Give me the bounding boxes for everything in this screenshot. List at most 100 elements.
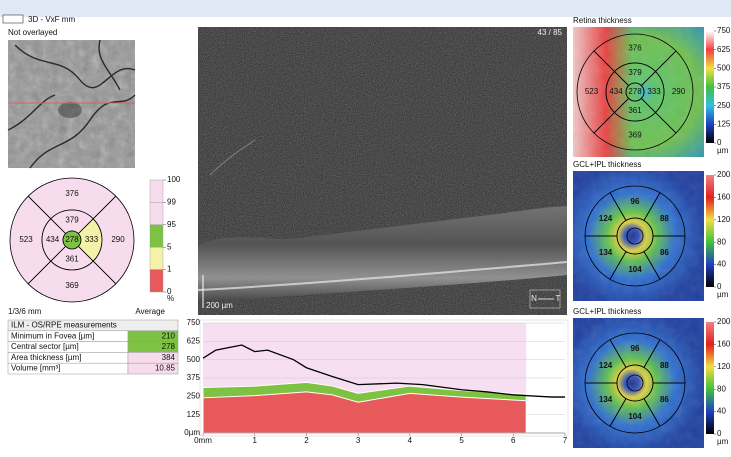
sector-value: 134 (599, 395, 613, 404)
slice-label: 43 / 85 (538, 28, 563, 37)
map-title: GCL+IPL thickness (573, 307, 641, 316)
sector (609, 398, 661, 434)
grid-label: 1/3/6 mm (8, 307, 42, 316)
scale-tick-label: 95 (167, 220, 176, 229)
colorbar-label: 625 (717, 45, 731, 54)
scale-segment (149, 269, 164, 293)
sector-value: 88 (660, 361, 669, 370)
sector-value: 523 (19, 235, 33, 244)
sector (584, 339, 627, 384)
colorbar (706, 175, 714, 287)
x-tick-label: 1 (252, 436, 257, 445)
y-tick-label: 375 (187, 373, 201, 382)
colorbar-label: 125 (717, 119, 731, 128)
table-value: 210 (162, 331, 176, 340)
colorbar (706, 31, 714, 143)
sector-value: 376 (65, 189, 79, 198)
sector-value: 88 (660, 214, 669, 223)
scale-label: 200 µm (206, 301, 233, 310)
y-tick-label: 250 (187, 391, 201, 400)
table-label: Central sector [µm] (11, 342, 79, 351)
colorbar-label: 40 (717, 260, 726, 269)
sector (584, 235, 627, 280)
scale-tick-label: 5 (167, 242, 172, 251)
colorbar-label: 160 (717, 340, 731, 349)
temporal-label: T (556, 294, 561, 303)
sector-value: 278 (628, 87, 642, 96)
sector-value: 434 (609, 87, 623, 96)
table-value: 384 (162, 353, 176, 362)
colorbar-label: 200 (717, 170, 731, 179)
sector-value: 361 (65, 255, 79, 264)
sector-value: 104 (628, 412, 642, 421)
toolbar (0, 0, 731, 17)
oct-bscan (197, 27, 568, 315)
scale-segment (149, 179, 164, 203)
sector-value: 278 (65, 235, 79, 244)
sector-value: 134 (599, 248, 613, 257)
scale-segment (149, 224, 164, 248)
colorbar-unit: µm (717, 290, 729, 299)
sector-value: 369 (628, 131, 642, 140)
fovea-ring (626, 374, 644, 392)
scale-tick-label: 99 (167, 198, 176, 207)
y-tick-label: 500 (187, 355, 201, 364)
colorbar-label: 250 (717, 101, 731, 110)
sector-value: 86 (660, 248, 669, 257)
table-value: 278 (162, 342, 176, 351)
sector-value: 434 (46, 235, 60, 244)
sector-value: 290 (672, 87, 686, 96)
y-tick-label: 0µm (184, 428, 200, 437)
y-tick-label: 750 (187, 318, 201, 327)
scale-tick-label: 0 (167, 287, 172, 296)
fovea-ring (626, 227, 644, 245)
overlay-label: Not overlayed (8, 28, 57, 37)
map-texture (573, 27, 704, 157)
sector-value: 86 (660, 395, 669, 404)
sector (609, 251, 661, 287)
sector-value: 290 (111, 235, 125, 244)
sector-value: 376 (628, 44, 642, 53)
colorbar-label: 750 (717, 26, 731, 35)
table-label: Area thickness [µm] (11, 353, 81, 362)
fundus-image (7, 39, 136, 169)
sector (593, 111, 677, 151)
sector-value: 96 (631, 197, 640, 206)
sector (584, 382, 627, 427)
sector-value: 379 (65, 216, 79, 225)
x-tick-label: 6 (511, 436, 516, 445)
sector-value: 124 (599, 361, 613, 370)
x-tick-label: 7 (563, 436, 568, 445)
colorbar-label: 0 (717, 138, 722, 147)
x-tick-label: 4 (408, 436, 413, 445)
colorbar-label: 0 (717, 282, 722, 291)
summary-label: Average (135, 307, 165, 316)
sector-value: 104 (628, 265, 642, 274)
scale-segment (149, 202, 164, 225)
map-title: GCL+IPL thickness (573, 160, 641, 169)
table-value: 10.85 (155, 364, 176, 373)
scale-tick-label: 1 (167, 265, 172, 274)
colorbar-label: 80 (717, 384, 726, 393)
sector (584, 192, 627, 237)
y-tick-label: 125 (187, 410, 201, 419)
sector-value: 333 (85, 235, 99, 244)
colorbar-label: 500 (717, 63, 731, 72)
line (202, 344, 565, 398)
scale-tick-label: 100 (167, 175, 181, 184)
colorbar (706, 322, 714, 434)
sector-value: 333 (647, 87, 661, 96)
mode-box (2, 14, 24, 24)
colorbar-label: 40 (717, 407, 726, 416)
colorbar-label: 200 (717, 317, 731, 326)
sector-value: 361 (628, 106, 642, 115)
colorbar-label: 120 (717, 362, 731, 371)
map-title: Retina thickness (573, 16, 632, 25)
x-tick-label: 2 (304, 436, 309, 445)
scale-unit: % (167, 294, 174, 303)
sector-value: 379 (628, 68, 642, 77)
colorbar-unit: µm (717, 146, 729, 155)
nasal-label: N (531, 294, 537, 303)
colorbar-label: 80 (717, 237, 726, 246)
